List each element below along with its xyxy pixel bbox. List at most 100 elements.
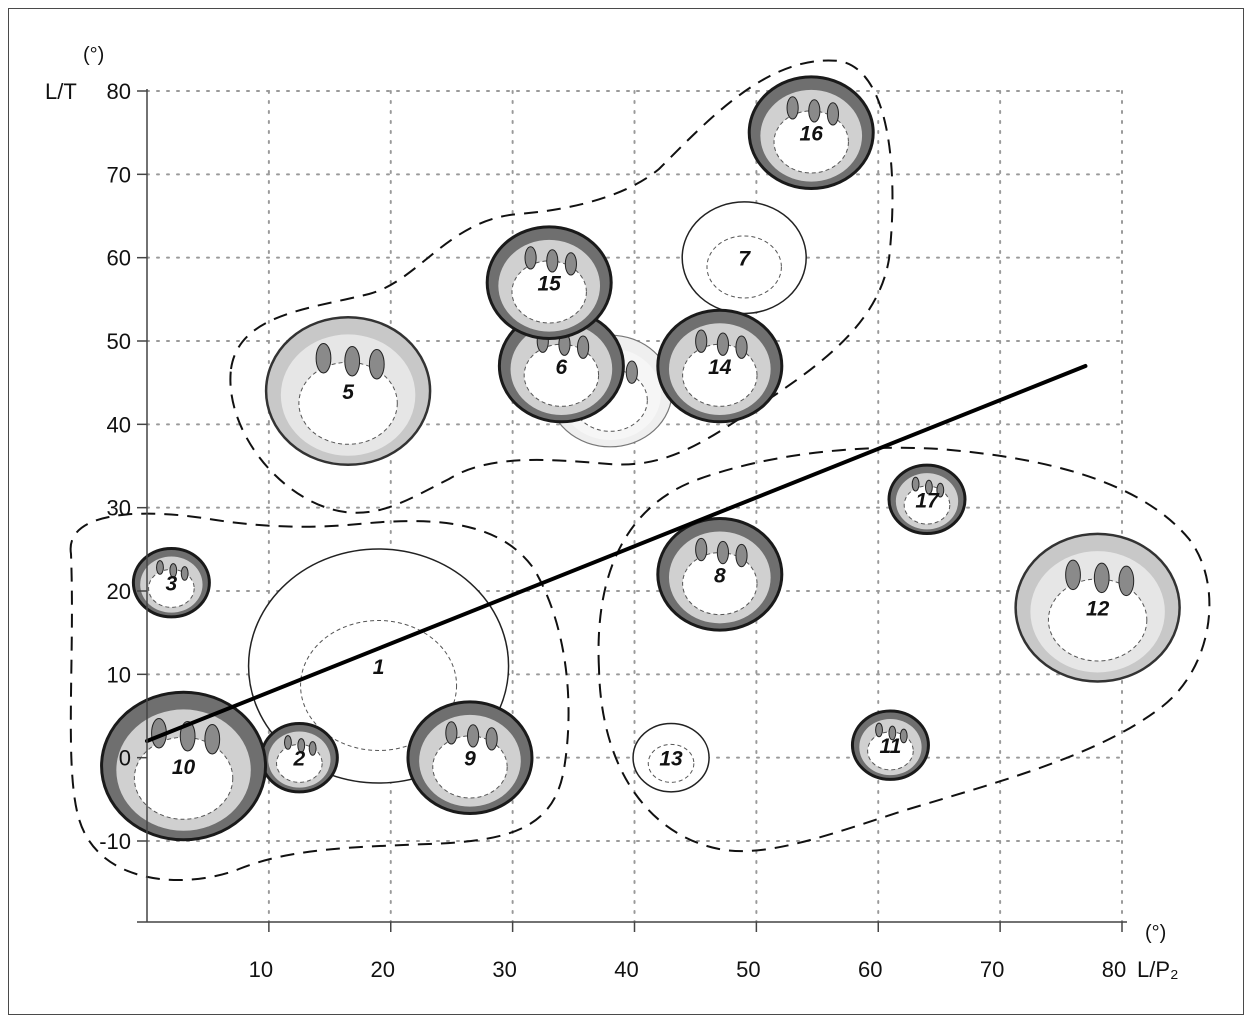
y-tick-label-50: 50 [107,329,131,354]
specimen-lobe [826,102,839,126]
specimen-core [706,235,782,299]
specimen-lobe [344,345,361,377]
regression-line [145,364,1088,743]
specimen-lobe [546,249,559,273]
specimen-lobe [695,329,708,353]
specimen-lobe [297,738,306,753]
specimen-label-2: 2 [293,748,306,771]
specimen-label-10: 10 [172,756,196,779]
regression-line-group [145,364,1088,743]
specimen-lobe [875,722,883,738]
specimen-15: 15 [485,225,613,340]
specimen-8: 8 [656,517,784,632]
specimen-lobe [308,741,317,756]
cluster-outline-lower-right [597,446,1211,853]
specimen-core [432,735,508,799]
x-tick-label-70: 70 [980,957,1004,982]
grid [146,90,1123,923]
x-axis-unit: (°) [1145,922,1166,944]
specimen-lobe [315,342,332,374]
specimen-12: 12 [1014,532,1181,683]
specimen-lobe [485,727,498,751]
specimen-label-11: 11 [880,735,902,758]
scatter-chart: 1234567891011121314151617 -1001020304050… [45,44,1211,982]
y-tick-label-0: 0 [119,746,131,771]
specimen-11: 11 [850,709,930,781]
specimen-5: 5 [264,315,432,467]
specimen-lobe [1093,562,1110,594]
y-tick-label-40: 40 [107,412,131,437]
x-tick-label-10: 10 [249,957,273,982]
specimen-core [300,620,458,751]
specimen-lobe [564,252,577,276]
specimen-label-15: 15 [538,273,562,296]
specimen-9: 9 [406,700,534,815]
specimen-label-16: 16 [800,123,824,146]
specimen-label-1: 1 [373,656,385,679]
specimen-lobe [786,96,799,120]
specimen-lobe [695,537,708,562]
specimen-lobe [924,479,933,495]
specimen-lobe [284,735,292,750]
specimen-lobe [445,721,458,745]
specimen-lobe [524,246,537,270]
specimen-core [682,552,758,616]
specimen-label-5: 5 [342,381,354,404]
specimen-lobe [1118,565,1135,597]
specimen-lobe [156,560,164,575]
specimen-3: 3 [131,546,211,619]
specimen-6: 6 [497,308,625,424]
specimen-lobe [808,99,821,123]
y-tick-label-70: 70 [107,162,131,187]
specimen-label-7: 7 [738,248,751,271]
cluster-outlines [69,59,1211,882]
x-tick-label-50: 50 [736,957,760,982]
specimen-lobe [888,725,897,741]
specimen-lobe [466,724,480,748]
cluster-outline-upper [229,59,894,514]
y-tick-label-30: 30 [107,496,131,521]
y-tick-label--10: -10 [99,829,131,854]
x-tick-label-40: 40 [614,957,638,982]
y-axis-label: L/T [45,79,77,104]
specimen-lobe [625,360,638,384]
specimen-lobe [576,335,590,359]
specimen-lobe [899,728,908,744]
specimen-lobe [1065,559,1081,591]
specimen-13: 13 [632,722,710,793]
specimen-label-8: 8 [714,564,726,587]
specimen-lobe [180,566,189,581]
specimen-core [511,260,587,324]
axes: -10 0 10 20 30 40 50 60 70 80 10 20 30 40 50 60 70 80 L/T (… [45,44,1179,982]
x-tick-label-80: 80 [1102,957,1126,982]
y-axis-unit: (°) [83,44,104,66]
x-tick-label-20: 20 [371,957,395,982]
y-tick-label-20: 20 [107,579,131,604]
x-tick-label-30: 30 [492,957,516,982]
specimen-core [647,743,695,783]
specimen-label-13: 13 [659,748,683,771]
cluster-outline-lower-left [69,512,570,882]
specimen-lobe [735,335,748,359]
specimen-2: 2 [259,721,339,794]
specimen-lobe [716,540,729,565]
specimen-label-6: 6 [556,356,568,379]
specimen-label-14: 14 [708,356,732,379]
specimen-10: 10 [100,690,268,842]
specimen-lobe [936,482,945,498]
specimen-core [773,110,849,174]
x-tick-label-60: 60 [858,957,882,982]
specimen-label-9: 9 [464,748,476,771]
specimen-label-12: 12 [1086,598,1110,621]
specimen-core [682,343,758,407]
specimen-17: 17 [887,463,967,536]
specimen-lobe [735,543,748,568]
specimen-lobe [179,720,196,752]
specimen-lobe [911,476,920,492]
specimen-lobe [368,348,385,380]
y-tick-label-80: 80 [107,79,131,104]
specimen-16: 16 [747,75,875,190]
specimens: 1234567891011121314151617 [100,75,1181,842]
y-tick-label-10: 10 [107,662,131,687]
specimen-lobe [716,332,729,356]
